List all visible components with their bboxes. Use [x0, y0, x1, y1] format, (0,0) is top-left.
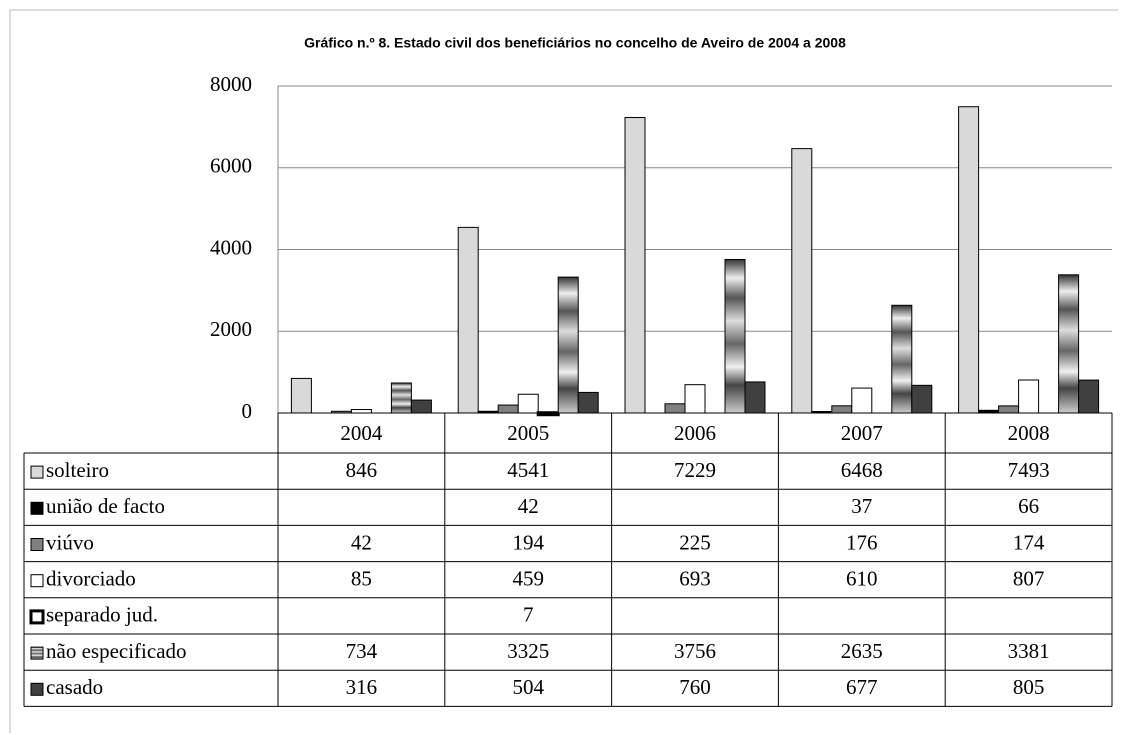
- legend-swatch: [30, 501, 44, 515]
- legend-label: viúvo: [46, 530, 94, 554]
- y-tick-label: 6000: [210, 154, 252, 178]
- table-value: 846: [346, 458, 378, 482]
- legend-swatch: [30, 465, 44, 479]
- table-value: 805: [1013, 675, 1045, 699]
- table-value: 42: [351, 530, 372, 554]
- table-value: 3325: [507, 639, 549, 663]
- bar: [724, 258, 746, 414]
- bar: [290, 377, 312, 414]
- bar: [557, 276, 579, 414]
- bar: [410, 399, 432, 414]
- bar: [1018, 379, 1040, 414]
- table-value: 316: [346, 675, 378, 699]
- table-value: 807: [1013, 567, 1045, 591]
- bar: [891, 304, 913, 414]
- table-value: 6468: [841, 458, 883, 482]
- table-value: 176: [846, 530, 878, 554]
- frame: [9, 9, 1118, 733]
- legend-swatch: [30, 682, 44, 696]
- x-tick-label: 2008: [1008, 421, 1050, 445]
- y-tick-label: 8000: [210, 72, 252, 96]
- bar: [998, 405, 1020, 414]
- table-value: 37: [851, 494, 872, 518]
- bar: [831, 405, 853, 414]
- bar: [958, 106, 980, 414]
- bar: [911, 384, 933, 414]
- table-value: 610: [846, 567, 878, 591]
- table-value: 7493: [1008, 458, 1050, 482]
- bar: [517, 393, 539, 414]
- bar: [664, 403, 686, 414]
- bar: [624, 117, 646, 414]
- table-value: 760: [679, 675, 711, 699]
- legend-label: solteiro: [46, 458, 109, 482]
- y-tick-label: 0: [242, 399, 253, 423]
- table-value: 459: [512, 567, 544, 591]
- y-tick-label: 4000: [210, 235, 252, 259]
- bar: [390, 382, 412, 414]
- table-value: 734: [346, 639, 378, 663]
- table-value: 7: [523, 603, 534, 627]
- legend-swatch: [30, 574, 44, 588]
- bar: [851, 387, 873, 414]
- legend-swatch: [29, 609, 45, 625]
- y-tick-label: 2000: [210, 317, 252, 341]
- table-value: 225: [679, 530, 711, 554]
- bar: [457, 226, 479, 414]
- x-tick-label: 2005: [507, 421, 549, 445]
- x-tick-label: 2007: [841, 421, 883, 445]
- table-value: 677: [846, 675, 878, 699]
- legend-label: não especificado: [46, 639, 187, 663]
- bar: [684, 384, 706, 414]
- table-value: 3381: [1008, 639, 1050, 663]
- table-value: 7229: [674, 458, 716, 482]
- table-value: 66: [1018, 494, 1039, 518]
- table-value: 194: [512, 530, 544, 554]
- bar: [791, 148, 813, 414]
- bar: [744, 381, 766, 414]
- table-value: 3756: [674, 639, 716, 663]
- bar: [350, 409, 372, 414]
- legend-label: união de facto: [46, 494, 165, 518]
- table-value: 4541: [507, 458, 549, 482]
- x-tick-label: 2006: [674, 421, 716, 445]
- legend-label: casado: [46, 675, 103, 699]
- bar: [577, 391, 599, 414]
- x-tick-label: 2004: [340, 421, 383, 445]
- table-value: 504: [512, 675, 544, 699]
- legend-swatch: [30, 646, 44, 660]
- bar: [497, 404, 519, 414]
- legend-label: separado jud.: [46, 603, 158, 627]
- chart-title: Gráfico n.º 8. Estado civil dos benefici…: [304, 35, 846, 51]
- table-value: 693: [679, 567, 711, 591]
- table-value: 85: [351, 567, 372, 591]
- table-value: 2635: [841, 639, 883, 663]
- bar: [1058, 274, 1080, 414]
- legend-swatch: [30, 538, 44, 551]
- legend-label: divorciado: [46, 567, 136, 591]
- table-value: 174: [1013, 530, 1045, 554]
- bar: [1078, 379, 1100, 414]
- table-value: 42: [518, 494, 539, 518]
